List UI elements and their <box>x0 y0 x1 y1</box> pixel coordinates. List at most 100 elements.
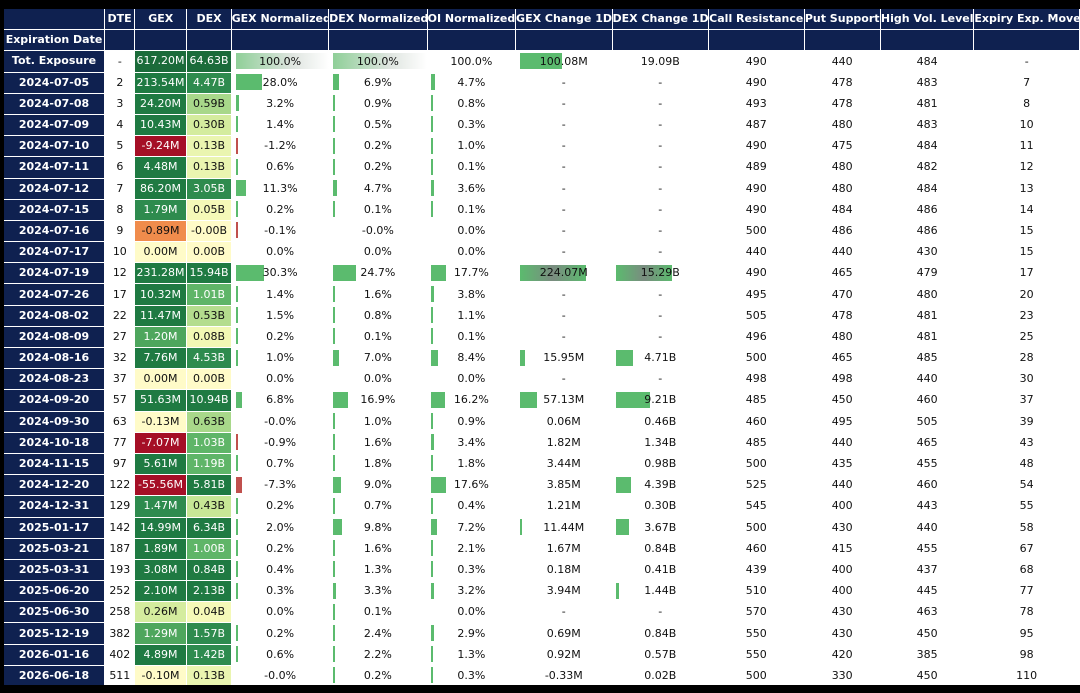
gex-normalized-cell-value: 0.2% <box>266 202 295 216</box>
gex-change-cell: - <box>516 199 612 220</box>
table-row[interactable]: 2024-09-30 63 -0.13M 0.63B -0.0% 1.0% 0.9% 0.06… <box>4 411 1080 433</box>
total-exposure-row[interactable]: Tot. Exposure -617.20M 64.63B 100.0% 100.0% 1… <box>4 50 1080 73</box>
table-row[interactable]: 2024-08-09 27 1.20M 0.08B 0.2% 0.1% 0.1% - - 496 4… <box>4 326 1080 349</box>
col-header-dte[interactable]: DTE <box>104 9 136 31</box>
col-header-high-vol-level[interactable]: High Vol. Level <box>880 9 975 31</box>
table-row[interactable]: 2024-08-23 37 0.00M 0.00B 0.0% 0.0% 0.0% - - 498 4… <box>4 368 1080 391</box>
gex-cell: -0.10M <box>134 665 188 685</box>
table-row[interactable]: 2025-06-30 258 0.26M 0.04B 0.0% 0.1% 0.0% - - 570… <box>4 601 1080 624</box>
dte-cell: 252 <box>109 584 131 598</box>
table-row[interactable]: 2024-07-08 3 24.20M 0.59B 3.2% 0.9% 0.8% - - 493 4… <box>4 93 1080 115</box>
gex-cell: 11.47M <box>134 305 188 327</box>
expiration-date-cell: 2025-01-17 <box>4 517 105 539</box>
put-support-cell: 478 <box>831 75 853 89</box>
table-row[interactable]: 2026-06-18 511 -0.10M 0.13B -0.0% 0.2% 0.3% -0.… <box>4 665 1080 685</box>
gex-normalized-cell-bar <box>235 476 243 493</box>
oi-normalized-cell-value: 0.3% <box>457 668 486 682</box>
gex-change-cell-bar <box>519 349 526 366</box>
table-row[interactable]: 2024-08-02 22 11.47M 0.53B 1.5% 0.8% 1.1% - - 505… <box>4 305 1080 327</box>
table-row[interactable]: 2024-07-15 8 1.79M 0.05B 0.2% 0.1% 0.1% - - 490 48… <box>4 199 1080 221</box>
table-row[interactable]: 2024-07-10 5 -9.24M 0.13B -1.2% 0.2% 1.0% - - 490… <box>4 135 1080 158</box>
table-row[interactable]: 2024-07-09 4 10.43M 0.30B 1.4% 0.5% 0.3% - - 487 4… <box>4 114 1080 137</box>
dex-change-cell-value: 1.34B <box>644 435 677 449</box>
dte-cell: 3 <box>116 96 124 110</box>
dex-change-cell-value: 9.21B <box>644 393 677 407</box>
expiration-date-cell: 2026-01-16 <box>4 644 105 666</box>
gex-change-cell: 57.13M <box>516 390 612 411</box>
table-row[interactable]: 2024-08-16 32 7.76M 4.53B 1.0% 7.0% 8.4% 15.95M… <box>4 347 1080 370</box>
expiration-date-header[interactable]: Expiration Date <box>4 29 105 52</box>
dex-change-cell: 0.41B <box>612 559 708 580</box>
dex-change-cell-value: 0.46B <box>644 414 677 428</box>
dex-normalized-cell: 6.9% <box>329 72 428 93</box>
gex-normalized-cell-value: -0.9% <box>264 435 297 449</box>
high-vol-level-cell: 481 <box>916 308 938 322</box>
gex-change-cell: - <box>516 305 612 326</box>
expiry-move-cell: 77 <box>1019 584 1034 598</box>
col-header-dex[interactable]: DEX <box>186 9 232 31</box>
high-vol-level-cell: 450 <box>916 626 938 640</box>
dex-change-cell: 0.02B <box>612 665 708 685</box>
dex-change-cell-value: 0.84B <box>644 541 677 555</box>
col-header-dex-change[interactable]: DEX Change 1D <box>612 9 710 31</box>
gex-normalized-cell: 0.2% <box>231 199 328 220</box>
dex-change-cell-value: - <box>658 75 663 89</box>
col-header-gex[interactable]: GEX <box>134 9 188 31</box>
gex-normalized-cell-value: -0.1% <box>264 223 297 237</box>
oi-normalized-cell: 2.1% <box>427 538 515 559</box>
table-row[interactable]: 2025-12-19 382 1.29M 1.57B 0.2% 2.4% 2.9% 0.69M… <box>4 622 1080 645</box>
table-row[interactable]: 2025-03-31 193 3.08M 0.84B 0.4% 1.3% 0.3% 0.18M… <box>4 559 1080 582</box>
table-row[interactable]: 2024-07-16 9 -0.89M -0.00B -0.1% -0.0% 0.0% - - 5… <box>4 220 1080 243</box>
gex-normalized-cell: 11.3% <box>231 178 328 199</box>
gex-normalized-cell-value: 0.6% <box>266 647 295 661</box>
gex-normalized-cell: 28.0% <box>231 72 328 93</box>
gex-change-cell-value: - <box>561 96 566 110</box>
col-header-dex-normalized[interactable]: DEX Normalized <box>328 9 428 31</box>
gex-normalized-cell-value: 0.0% <box>266 605 295 619</box>
table-row[interactable]: 2024-10-18 77 -7.07M 1.03B -0.9% 1.6% 3.4% 1.82… <box>4 432 1080 454</box>
table-row[interactable]: 2024-07-17 10 0.00M 0.00B 0.0% 0.0% 0.0% - - 440 4… <box>4 241 1080 264</box>
gex-cell: 1.29M <box>134 622 188 645</box>
dex-cell: 0.00B <box>186 368 232 391</box>
expiry-move-cell: 95 <box>1019 626 1034 640</box>
dex-normalized-cell-value: 1.6% <box>363 435 392 449</box>
table-row[interactable]: 2024-07-05 2 213.54M 4.47B 28.0% 6.9% 4.7% - - 49… <box>4 72 1080 94</box>
gex-normalized-cell: 0.4% <box>231 559 328 580</box>
high-vol-level-cell: 455 <box>916 457 938 471</box>
table-row[interactable]: 2024-09-20 57 51.63M 10.94B 6.8% 16.9% 16.2% 57… <box>4 389 1080 412</box>
table-row[interactable]: 2025-01-17 142 14.99M 6.34B 2.0% 9.8% 7.2% 11.4… <box>4 517 1080 539</box>
oi-normalized-cell: 0.1% <box>427 199 515 220</box>
col-header-call-resistance[interactable]: Call Resistance <box>708 9 805 31</box>
col-header-oi-normalized[interactable]: OI Normalized <box>427 9 517 31</box>
col-header-gex-normalized[interactable]: GEX Normalized <box>231 9 330 31</box>
gex-normalized-cell-value: -7.3% <box>264 478 297 492</box>
gex-change-cell-value: 11.44M <box>543 520 585 534</box>
table-row[interactable]: 2024-12-31 129 1.47M 0.43B 0.2% 0.7% 0.4% 1.21M… <box>4 495 1080 518</box>
col-header-gex-change[interactable]: GEX Change 1D <box>515 9 613 31</box>
dex-change-cell: - <box>612 305 708 326</box>
gex-normalized-cell-value: 28.0% <box>262 75 298 89</box>
dex-change-cell: - <box>612 114 708 135</box>
oi-normalized-cell: 0.8% <box>427 93 515 114</box>
expiration-date-cell: 2024-07-05 <box>4 72 105 94</box>
gex-normalized-cell: 0.6% <box>231 157 328 178</box>
call-resistance-cell: 550 <box>745 626 767 640</box>
gex-change-cell-value: 0.18M <box>546 562 581 576</box>
dex-normalized-cell: 0.0% <box>329 369 428 390</box>
table-row[interactable]: 2025-03-21 187 1.89M 1.00B 0.2% 1.6% 2.1% 1.67M… <box>4 538 1080 560</box>
col-header-put-support[interactable]: Put Support <box>804 9 881 31</box>
table-row[interactable]: 2024-07-11 6 4.48M 0.13B 0.6% 0.2% 0.1% - - 489 48… <box>4 156 1080 179</box>
gex-normalized-cell-value: 100.0% <box>259 54 302 68</box>
col-header-expiry-move[interactable]: Expiry Exp. Move <box>973 9 1080 31</box>
dex-change-cell-value: - <box>658 287 663 301</box>
table-row[interactable]: 2024-07-26 17 10.32M 1.01B 1.4% 1.6% 3.8% - - 495… <box>4 283 1080 306</box>
table-row[interactable]: 2024-07-12 7 86.20M 3.05B 11.3% 4.7% 3.6% - - 490… <box>4 178 1080 200</box>
dex-cell: 0.43B <box>186 495 232 518</box>
table-row[interactable]: 2026-01-16 402 4.89M 1.42B 0.6% 2.2% 1.3% 0.92M… <box>4 644 1080 666</box>
table-row[interactable]: 2024-07-19 12 231.28M 15.94B 30.3% 24.7% 17.7%… <box>4 262 1080 285</box>
table-row[interactable]: 2024-11-15 97 5.61M 1.19B 0.7% 1.8% 1.8% 3.44M 0… <box>4 453 1080 476</box>
expiration-date-cell: 2024-07-08 <box>4 93 105 115</box>
table-row[interactable]: 2024-12-20 122 -55.56M 5.81B -7.3% 9.0% 17.6% 3… <box>4 474 1080 497</box>
table-row[interactable]: 2025-06-20 252 2.10M 2.13B 0.3% 3.3% 3.2% 3.94M… <box>4 580 1080 603</box>
oi-normalized-cell: 1.1% <box>427 305 515 326</box>
